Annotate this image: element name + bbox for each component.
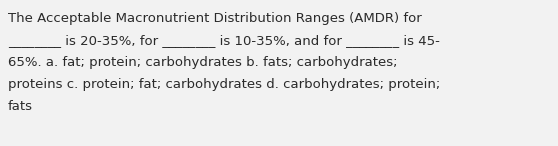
- Text: fats: fats: [8, 100, 33, 113]
- Text: 65%. a. fat; protein; carbohydrates b. fats; carbohydrates;: 65%. a. fat; protein; carbohydrates b. f…: [8, 56, 397, 69]
- Text: ________ is 20-35%, for ________ is 10-35%, and for ________ is 45-: ________ is 20-35%, for ________ is 10-3…: [8, 34, 440, 47]
- Text: The Acceptable Macronutrient Distribution Ranges (AMDR) for: The Acceptable Macronutrient Distributio…: [8, 12, 422, 25]
- Text: proteins c. protein; fat; carbohydrates d. carbohydrates; protein;: proteins c. protein; fat; carbohydrates …: [8, 78, 440, 91]
